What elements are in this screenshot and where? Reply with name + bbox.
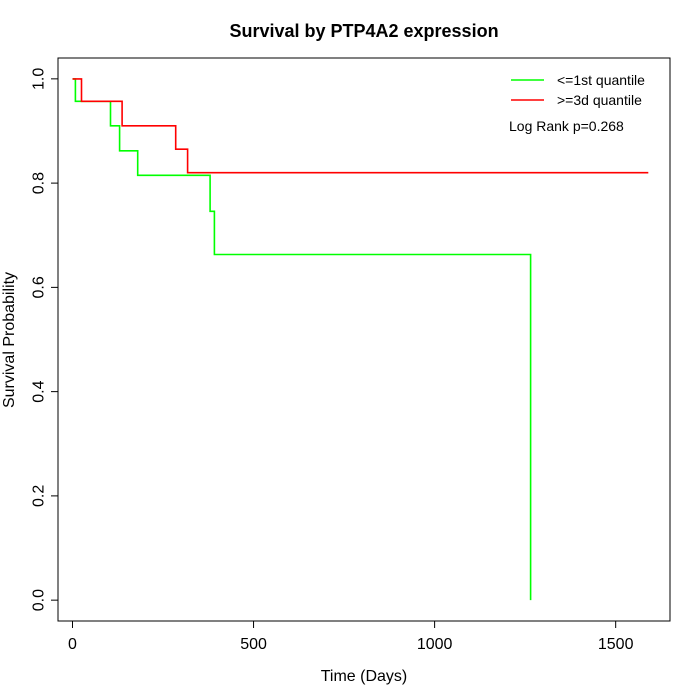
y-tick-label: 0.4 [31,380,48,402]
x-axis-label: Time (Days) [321,668,408,685]
x-tick-label: 500 [240,636,267,653]
plot-frame [57,57,671,622]
y-tick-label: 1.0 [31,68,48,90]
legend-label: >=3d quantile [557,92,642,108]
series-layer [72,78,649,601]
x-tick-label: 1000 [417,636,453,653]
y-tick-label: 0.2 [31,485,48,507]
y-tick-label: 0.0 [31,589,48,611]
x-tick-label: 1500 [598,636,634,653]
series-line-1 [72,78,532,601]
x-axis: 0 500 1000 1500 [68,620,634,653]
y-axis-label: Survival Probability [1,272,18,408]
y-axis: 0.0 0.2 0.4 0.6 0.8 1.0 [31,68,59,611]
legend-label: <=1st quantile [557,72,645,88]
x-tick-label: 0 [68,636,77,653]
y-tick-label: 0.6 [31,276,48,298]
logrank-annotation: Log Rank p=0.268 [509,118,624,134]
y-tick-label: 0.8 [31,172,48,194]
chart-title: Survival by PTP4A2 expression [229,21,498,41]
series-line-2 [72,78,649,174]
legend: <=1st quantile >=3d quantile [511,72,645,108]
